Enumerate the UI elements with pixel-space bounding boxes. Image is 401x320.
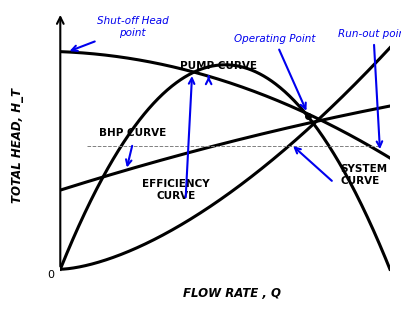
Text: TOTAL HEAD, H_T: TOTAL HEAD, H_T bbox=[11, 88, 24, 203]
Text: PUMP CURVE: PUMP CURVE bbox=[180, 61, 256, 71]
Text: FLOW RATE , Q: FLOW RATE , Q bbox=[182, 287, 280, 300]
Text: SYSTEM
CURVE: SYSTEM CURVE bbox=[340, 164, 387, 186]
Text: Shut-off Head
point: Shut-off Head point bbox=[71, 16, 168, 51]
Text: 0: 0 bbox=[47, 270, 54, 280]
Text: Operating Point: Operating Point bbox=[233, 34, 314, 109]
Text: Run-out point: Run-out point bbox=[337, 29, 401, 147]
Text: BHP CURVE: BHP CURVE bbox=[99, 128, 166, 138]
Text: EFFICIENCY
CURVE: EFFICIENCY CURVE bbox=[142, 179, 209, 201]
